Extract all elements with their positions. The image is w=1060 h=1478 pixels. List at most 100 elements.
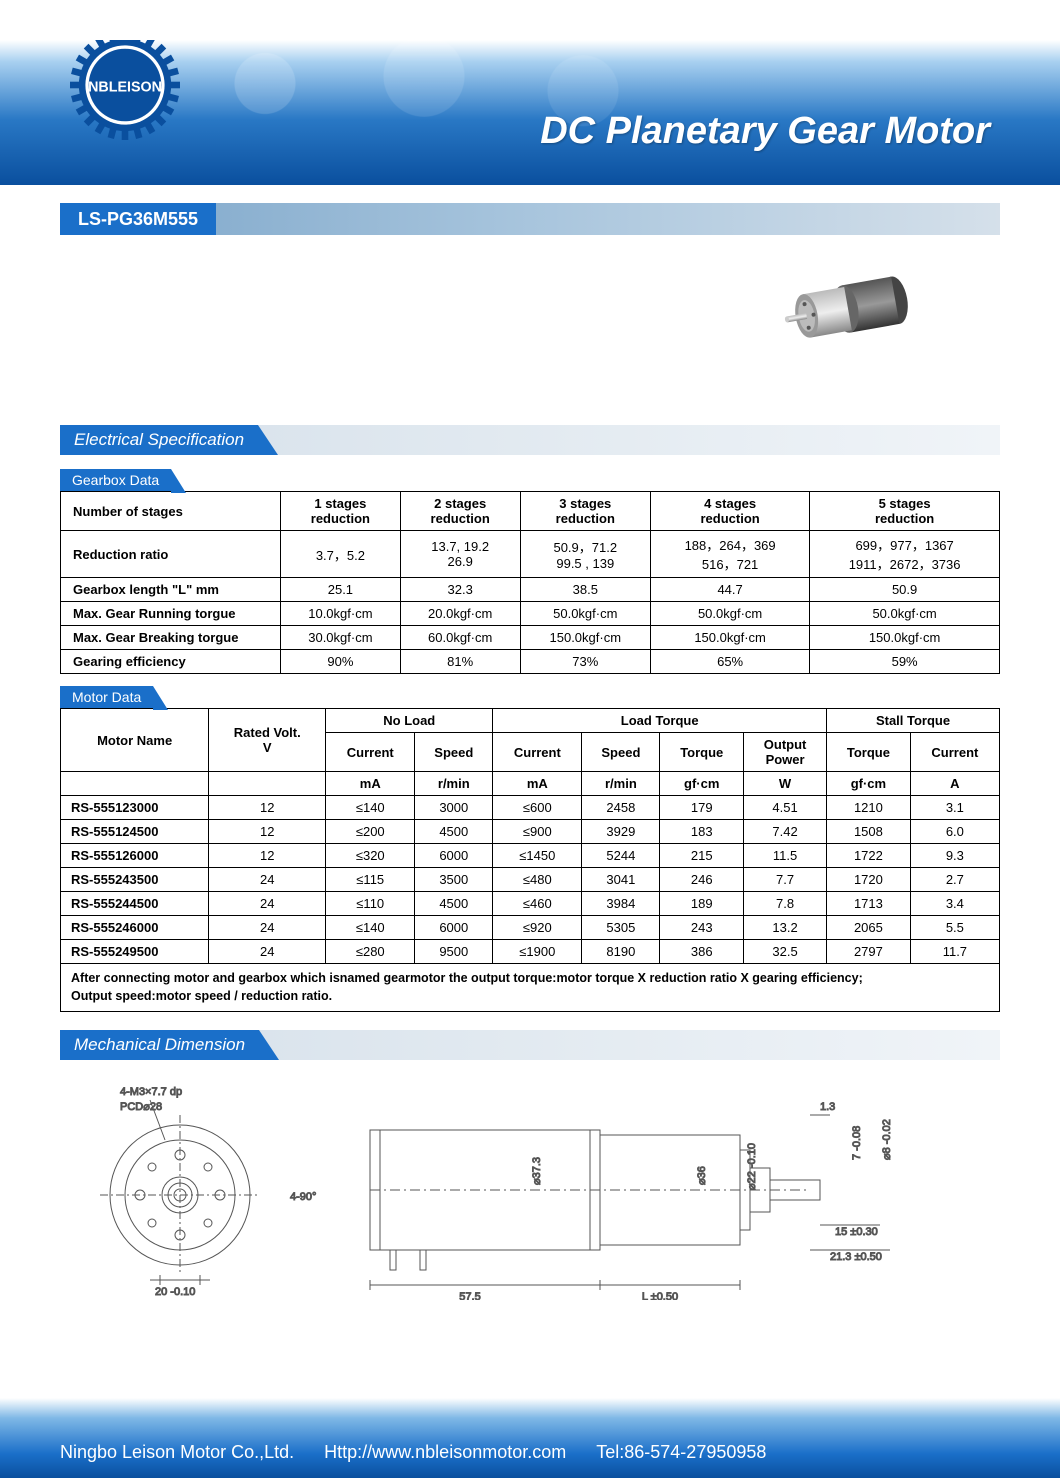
gearbox-cell: Max. Gear Running torgue [61,602,281,626]
motor-cell: 189 [660,892,744,916]
motor-cell: 12 [209,820,326,844]
motor-cell: 4500 [415,820,493,844]
svg-text:L ±0.50: L ±0.50 [642,1291,678,1300]
motor-cell: ≤900 [493,820,582,844]
motor-cell: 179 [660,796,744,820]
svg-text:4-90°: 4-90° [290,1191,316,1203]
motor-cell: 12 [209,796,326,820]
motor-cell: ≤1900 [493,940,582,964]
motor-header-sub: Current [493,733,582,772]
motor-cell: RS-555123000 [61,796,209,820]
motor-cell: 6000 [415,916,493,940]
model-bar: LS-PG36M555 [60,203,1000,235]
motor-cell: 2065 [827,916,911,940]
motor-header-unit: r/min [582,772,660,796]
motor-header-unit: W [744,772,827,796]
gearbox-cell: Gearbox length "L" mm [61,578,281,602]
motor-cell: 2458 [582,796,660,820]
motor-cell: 386 [660,940,744,964]
gearbox-cell: 3.7，5.2 [281,531,401,578]
footer-banner: Ningbo Leison Motor Co.,Ltd. Http://www.… [0,1398,1060,1478]
motor-cell: 3.4 [910,892,999,916]
motor-cell: 9500 [415,940,493,964]
motor-data-label: Motor Data [60,686,153,708]
motor-cell: ≤110 [326,892,415,916]
gearbox-cell: 50.9，71.299.5 , 139 [520,531,650,578]
product-image-zone [60,235,1000,425]
motor-cell: ≤1450 [493,844,582,868]
motor-cell: 5.5 [910,916,999,940]
gearbox-cell: 60.0kgf·cm [400,626,520,650]
header-banner: NBLEISON DC Planetary Gear Motor [0,40,1060,185]
motor-header-sub: Torque [827,733,911,772]
motor-cell: ≤140 [326,916,415,940]
motor-cell: ≤480 [493,868,582,892]
motor-cell: 1713 [827,892,911,916]
gearbox-cell: 20.0kgf·cm [400,602,520,626]
motor-cell: 246 [660,868,744,892]
motor-cell: 3.1 [910,796,999,820]
motor-header-sub: Torque [660,733,744,772]
gearbox-cell: 90% [281,650,401,674]
footer-company: Ningbo Leison Motor Co.,Ltd. [60,1442,294,1463]
svg-text:15 ±0.30: 15 ±0.30 [835,1226,878,1238]
gearbox-header-cell: Number of stages [61,492,281,531]
company-logo: NBLEISON [70,40,180,140]
motor-cell: 3041 [582,868,660,892]
svg-text:21.3 ±0.50: 21.3 ±0.50 [830,1251,882,1263]
motor-cell: 9.3 [910,844,999,868]
mechanical-section-bar: Mechanical Dimension [60,1030,1000,1060]
motor-cell: RS-555243500 [61,868,209,892]
motor-cell: 6000 [415,844,493,868]
motor-cell: 7.7 [744,868,827,892]
motor-header-sub: Current [326,733,415,772]
motor-cell: 1508 [827,820,911,844]
gearbox-header-cell: 1 stagesreduction [281,492,401,531]
motor-header-unit [61,772,209,796]
gearbox-cell: 44.7 [651,578,810,602]
motor-cell: ≤320 [326,844,415,868]
motor-cell: 1720 [827,868,911,892]
motor-header-unit: mA [326,772,415,796]
svg-text:⌀36: ⌀36 [696,1166,708,1185]
model-number: LS-PG36M555 [60,203,216,235]
motor-header-group: Rated Volt.V [209,709,326,772]
gearbox-cell: 81% [400,650,520,674]
motor-cell: 11.7 [910,940,999,964]
gearbox-cell: 150.0kgf·cm [651,626,810,650]
svg-text:1.3: 1.3 [820,1101,835,1113]
motor-cell: 3000 [415,796,493,820]
motor-cell: 13.2 [744,916,827,940]
motor-header-group: No Load [326,709,493,733]
motor-cell: 3984 [582,892,660,916]
motor-cell: 3929 [582,820,660,844]
motor-cell: RS-555126000 [61,844,209,868]
motor-note: After connecting motor and gearbox which… [61,964,1000,1012]
motor-header-sub: Current [910,733,999,772]
gearbox-cell: Max. Gear Breaking torgue [61,626,281,650]
motor-cell: RS-555244500 [61,892,209,916]
motor-cell: 24 [209,940,326,964]
gearbox-cell: 188，264，369516，721 [651,531,810,578]
mechanical-section-label: Mechanical Dimension [60,1030,259,1060]
svg-text:20 -0.10: 20 -0.10 [155,1286,195,1298]
svg-text:⌀22 -0.10: ⌀22 -0.10 [746,1143,758,1190]
svg-text:57.5: 57.5 [459,1291,480,1300]
gearbox-cell: 30.0kgf·cm [281,626,401,650]
gearbox-cell: 699，977，13671911，2672，3736 [810,531,1000,578]
electrical-section-label: Electrical Specification [60,425,258,455]
motor-cell: ≤115 [326,868,415,892]
motor-cell: 243 [660,916,744,940]
gearbox-cell: 38.5 [520,578,650,602]
gearbox-cell: 25.1 [281,578,401,602]
svg-text:PCD⌀28: PCD⌀28 [120,1101,162,1113]
motor-cell: 3500 [415,868,493,892]
motor-cell: ≤460 [493,892,582,916]
motor-header-sub: Speed [582,733,660,772]
gearbox-header-cell: 2 stagesreduction [400,492,520,531]
motor-header-unit: A [910,772,999,796]
motor-cell: 7.8 [744,892,827,916]
footer-tel: Tel:86-574-27950958 [596,1442,766,1463]
motor-cell: 1722 [827,844,911,868]
gearbox-cell: 32.3 [400,578,520,602]
